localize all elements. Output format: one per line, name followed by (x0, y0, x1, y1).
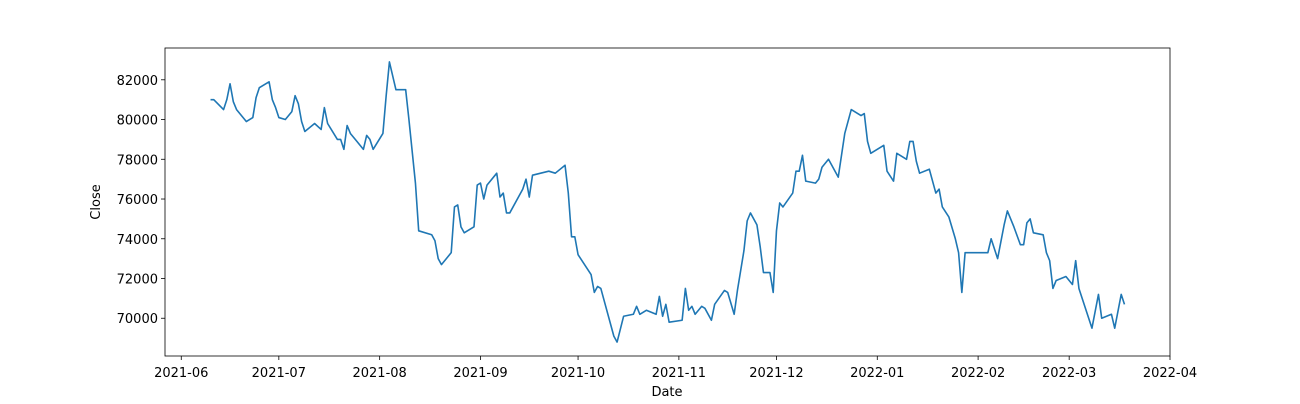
y-tick-label: 70000 (117, 312, 158, 327)
x-axis-label: Date (651, 385, 682, 400)
x-tick-label: 2022-03 (1042, 366, 1096, 381)
price-line (210, 61, 1126, 343)
y-tick-label: 74000 (117, 233, 158, 248)
y-axis-label: Close (89, 184, 104, 219)
x-tick-label: 2021-07 (252, 366, 306, 381)
y-tick-label: 80000 (117, 114, 158, 129)
x-tick-label: 2022-04 (1143, 366, 1197, 381)
y-tick-label: 82000 (117, 74, 158, 89)
x-tick-label: 2021-08 (352, 366, 406, 381)
x-tick-label: 2021-10 (551, 366, 605, 381)
x-tick-label: 2021-12 (749, 366, 803, 381)
x-tick-label: 2022-02 (951, 366, 1005, 381)
y-tick-label: 72000 (117, 273, 158, 288)
x-tick-label: 2022-01 (850, 366, 904, 381)
y-tick-label: 76000 (117, 193, 158, 208)
x-tick-label: 2021-06 (154, 366, 208, 381)
x-tick-label: 2021-11 (652, 366, 706, 381)
plot-frame (164, 47, 1171, 357)
x-tick-label: 2021-09 (453, 366, 507, 381)
y-tick-label: 78000 (117, 153, 158, 168)
